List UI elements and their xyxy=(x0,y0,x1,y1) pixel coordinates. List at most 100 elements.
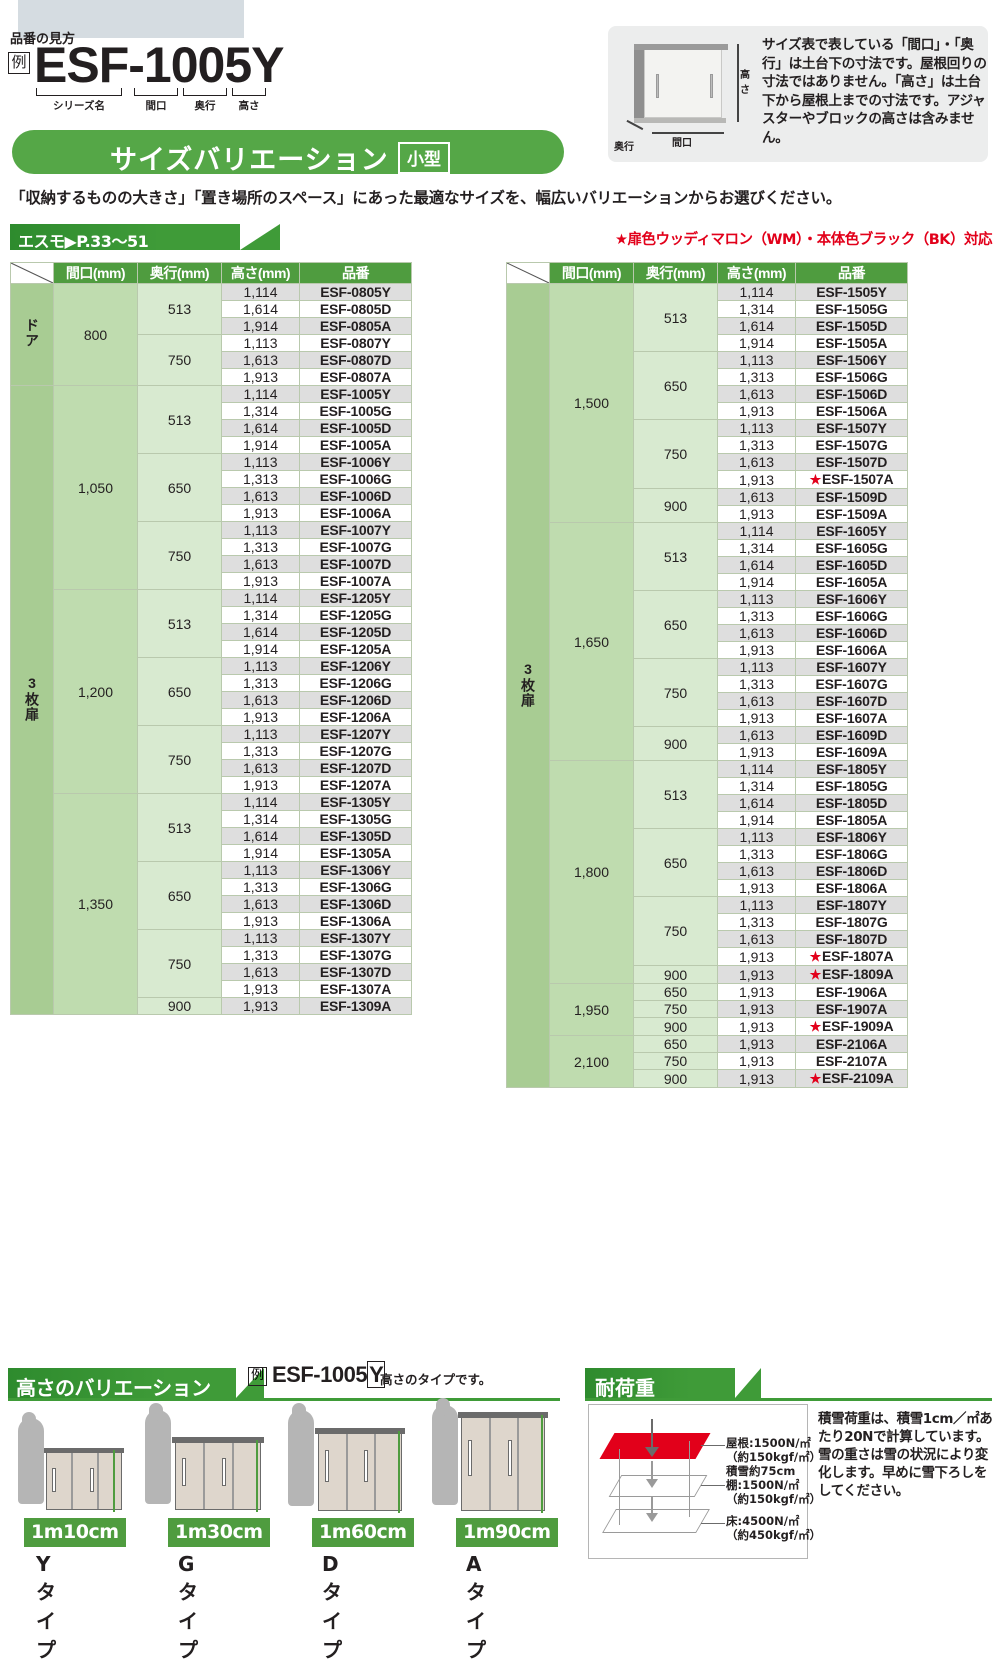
height-label: 1m30cm xyxy=(168,1518,270,1547)
cell-model: ESF-1307G xyxy=(299,946,412,964)
table-row: 900 1,913 ★ESF-1909A xyxy=(507,1017,908,1036)
height-variation-title: 高さのバリエーション xyxy=(16,1376,211,1400)
cell-model: ESF-1507G xyxy=(795,436,908,454)
shelf-plate xyxy=(608,1475,708,1497)
load-capacity-title: 耐荷重 xyxy=(595,1376,655,1400)
size-variation-title: サイズバリエーション xyxy=(110,145,389,176)
cell-model: ESF-0807A xyxy=(299,368,412,386)
cell-height: 1,113 xyxy=(717,590,796,608)
cell-width: 1,650 xyxy=(549,522,634,761)
cell-model: ESF-2106A xyxy=(795,1035,908,1053)
cell-model: ESF-1306D xyxy=(299,895,412,913)
table-row: 1,614 ESF-1605D xyxy=(507,556,908,574)
cell-model: ESF-1907A xyxy=(795,1000,908,1018)
table-row: 750 1,113 ESF-1307Y xyxy=(11,929,412,998)
cell-width: 1,950 xyxy=(549,983,634,1036)
cell-depth: 750 xyxy=(137,521,222,590)
load-arrow-head xyxy=(645,1447,659,1457)
height-arrow xyxy=(541,1415,543,1513)
unit-handle xyxy=(52,1468,56,1492)
table-header-row: 間口(mm) 奥行(mm) 高さ(mm) 品番 xyxy=(10,262,412,284)
cell-model: ESF-1305G xyxy=(299,810,412,828)
cell-height: 1,113 xyxy=(717,351,796,369)
table-row: 750 1,913 ESF-1907A xyxy=(507,1000,908,1018)
table-row: 1,614 ESF-1205D xyxy=(11,623,412,641)
cell-model: ESF-1505Y xyxy=(795,283,908,301)
load-label-floor: 床:4500N/㎡ （約450kgf/㎡） xyxy=(726,1514,822,1542)
table-row: 3枚扉 1,050 513 1,114 ESF-1005Y xyxy=(10,385,412,1015)
cell-model: ESF-1507Y xyxy=(795,419,908,437)
width-dim-label: 間口 xyxy=(672,138,692,149)
height-variation-banner xyxy=(8,1368,236,1398)
cell-width: 1,500 xyxy=(549,283,634,523)
cell-model: ESF-1606A xyxy=(795,641,908,659)
person-silhouette xyxy=(288,1410,314,1506)
height-variation-model-suffix: Y xyxy=(367,1361,386,1388)
esmo-banner xyxy=(10,224,240,250)
table-row: 1,613 ESF-1606D xyxy=(507,624,908,642)
cell-model: ESF-1805G xyxy=(795,777,908,795)
cell-height: 1,613 xyxy=(717,624,796,642)
unit-handle xyxy=(90,1468,94,1492)
cell-model: ESF-1307D xyxy=(299,963,412,981)
cell-height: 1,113 xyxy=(221,929,300,947)
cell-door-type: 3枚扉 xyxy=(10,385,54,1015)
cell-model: ★ESF-1807A xyxy=(795,947,908,966)
cell-height: 1,913 xyxy=(717,947,796,966)
esmo-banner-text: エスモ▶P.33〜51 xyxy=(18,232,149,251)
cell-height: 1,614 xyxy=(717,794,796,812)
cell-model: ESF-1505A xyxy=(795,334,908,352)
table-row: 1,313 ESF-1807G xyxy=(507,913,908,931)
star-icon: ★ xyxy=(809,1019,822,1034)
cell-height: 1,114 xyxy=(717,283,796,301)
cell-model: ESF-1805D xyxy=(795,794,908,812)
brace-height xyxy=(232,88,266,96)
header-corner-cell xyxy=(506,262,550,284)
table-row: 1,913 ESF-1506A xyxy=(507,402,908,420)
header-corner-cell xyxy=(10,262,54,284)
height-variation-note: 高さのタイプです。 xyxy=(380,1372,492,1387)
cell-model: ★ESF-1909A xyxy=(795,1017,908,1036)
table-row: 1,913 ESF-1607A xyxy=(507,709,908,727)
brace-label-depth: 奥行 xyxy=(194,100,216,112)
table-row: 1,614 ESF-1805D xyxy=(507,794,908,812)
cell-height: 1,613 xyxy=(221,487,300,505)
cell-door-type: 3枚扉 xyxy=(506,283,550,1088)
cell-width: 800 xyxy=(53,283,138,386)
cell-height: 1,613 xyxy=(221,895,300,913)
cell-height: 1,613 xyxy=(717,930,796,948)
cell-height: 1,613 xyxy=(717,488,796,506)
load-label-shelf: 棚:1500N/㎡ （約150kgf/㎡） xyxy=(726,1478,822,1506)
table-row: 2,100 650 1,913 ESF-2106A xyxy=(507,1035,908,1088)
cell-model: ESF-1207A xyxy=(299,776,412,794)
size-variation-banner xyxy=(12,130,564,174)
star-icon: ★ xyxy=(809,1071,822,1086)
leader-line xyxy=(701,1523,725,1524)
cell-height: 1,613 xyxy=(221,963,300,981)
table-row: 1,613 ESF-1506D xyxy=(507,385,908,403)
cell-model: ESF-1306Y xyxy=(299,861,412,879)
header-width: 間口(mm) xyxy=(53,262,138,284)
cell-model: ESF-1609A xyxy=(795,743,908,761)
cell-height: 1,313 xyxy=(221,946,300,964)
table-row: 1,913 ESF-1609A xyxy=(507,743,908,761)
cell-model: ESF-0805Y xyxy=(299,283,412,301)
table-row: 1,314 ESF-1205G xyxy=(11,606,412,624)
cell-depth: 650 xyxy=(633,983,718,1001)
cell-model: ESF-1005D xyxy=(299,419,412,437)
table-row: 1,914 ESF-0805A xyxy=(11,317,412,335)
cell-height: 1,613 xyxy=(717,692,796,710)
cell-model: ESF-1206Y xyxy=(299,657,412,675)
cell-model: ESF-1807Y xyxy=(795,896,908,914)
cell-depth: 900 xyxy=(633,488,718,523)
unit-handle xyxy=(182,1458,186,1486)
cell-height: 1,314 xyxy=(717,300,796,318)
cell-model: ESF-1305D xyxy=(299,827,412,845)
cell-height: 1,313 xyxy=(221,742,300,760)
table-header-row: 間口(mm) 奥行(mm) 高さ(mm) 品番 xyxy=(506,262,908,284)
table-row: 1,913 ESF-1306A xyxy=(11,912,412,930)
table-row: 1,613 ESF-1307D xyxy=(11,963,412,981)
unit-divider xyxy=(346,1434,348,1510)
cell-height: 1,913 xyxy=(717,879,796,897)
table-row: 1,913 ESF-1509A xyxy=(507,505,908,523)
